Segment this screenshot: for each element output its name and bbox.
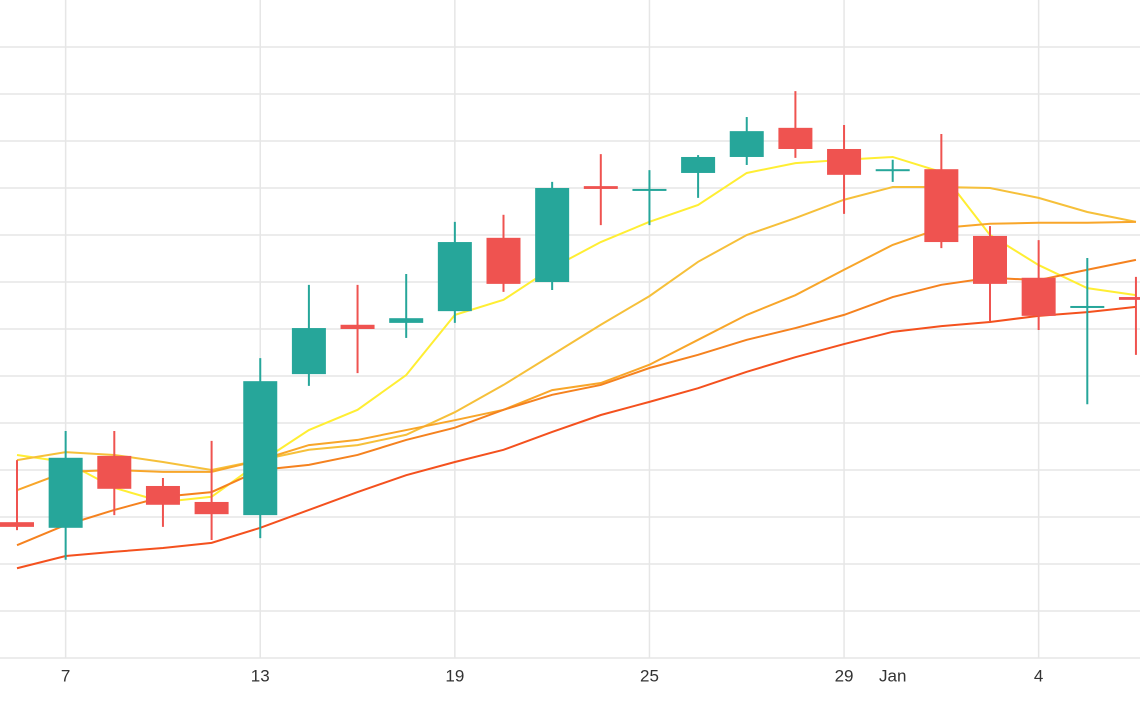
x-tick-label: 19 bbox=[445, 666, 464, 685]
candle-body bbox=[535, 188, 570, 282]
moving-average-line bbox=[16, 305, 1137, 570]
candle-body bbox=[1118, 297, 1140, 300]
candle-body bbox=[97, 455, 132, 489]
candle-body bbox=[778, 127, 813, 149]
candle-body bbox=[632, 188, 667, 191]
candle-body bbox=[145, 485, 180, 505]
candle-body bbox=[486, 237, 521, 284]
candle-body bbox=[973, 235, 1007, 284]
x-tick-label: 13 bbox=[251, 666, 270, 685]
candle-body bbox=[340, 324, 375, 329]
x-tick-label: 25 bbox=[640, 666, 659, 685]
x-tick-label: 7 bbox=[61, 666, 70, 685]
candle-body bbox=[437, 242, 472, 312]
candle-body bbox=[291, 328, 326, 375]
candle-body bbox=[0, 522, 34, 527]
candle-body bbox=[1070, 305, 1105, 308]
candle-body bbox=[389, 318, 424, 323]
candle-body bbox=[243, 381, 278, 516]
candle-body bbox=[924, 169, 959, 243]
candle-body bbox=[681, 156, 716, 173]
candle-body bbox=[1021, 277, 1056, 316]
candle-body bbox=[875, 169, 910, 172]
candle-body bbox=[729, 131, 764, 157]
candle-body bbox=[194, 501, 229, 515]
moving-average-line bbox=[16, 258, 1137, 547]
x-tick-label: 4 bbox=[1034, 666, 1043, 685]
x-tick-label: Jan bbox=[879, 666, 906, 685]
candle-body bbox=[827, 148, 862, 175]
candle-body bbox=[48, 457, 83, 528]
candle-body bbox=[583, 186, 618, 189]
x-tick-label: 29 bbox=[835, 666, 854, 685]
